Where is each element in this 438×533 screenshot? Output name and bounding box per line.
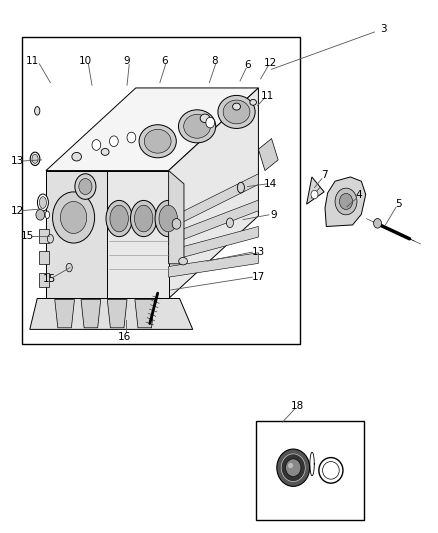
Text: 8: 8: [211, 56, 218, 66]
Ellipse shape: [277, 449, 310, 486]
Bar: [22, 37, 300, 344]
Ellipse shape: [374, 219, 381, 228]
Polygon shape: [46, 171, 107, 298]
Ellipse shape: [144, 130, 171, 153]
Circle shape: [110, 136, 118, 147]
Text: 17: 17: [252, 272, 265, 282]
Ellipse shape: [237, 182, 244, 193]
Text: 6: 6: [244, 60, 251, 70]
Text: 15: 15: [42, 274, 56, 284]
Polygon shape: [135, 300, 155, 328]
Ellipse shape: [47, 235, 53, 243]
Ellipse shape: [72, 152, 81, 161]
Ellipse shape: [155, 200, 181, 237]
Text: 12: 12: [11, 206, 24, 215]
Polygon shape: [81, 300, 101, 328]
Ellipse shape: [159, 205, 177, 232]
Text: 12: 12: [264, 58, 277, 68]
Ellipse shape: [322, 462, 339, 479]
Text: 3: 3: [380, 25, 387, 34]
Ellipse shape: [233, 103, 240, 110]
Polygon shape: [258, 139, 278, 171]
Circle shape: [127, 132, 136, 143]
Ellipse shape: [66, 263, 72, 272]
Ellipse shape: [35, 107, 40, 115]
Ellipse shape: [32, 155, 38, 164]
Polygon shape: [107, 300, 127, 328]
Ellipse shape: [288, 463, 293, 469]
Text: 13: 13: [252, 247, 265, 257]
Bar: [256, 421, 364, 520]
Circle shape: [75, 174, 96, 199]
Ellipse shape: [134, 205, 153, 232]
Circle shape: [172, 219, 181, 229]
Text: 4: 4: [356, 190, 363, 199]
Ellipse shape: [110, 205, 128, 232]
Text: 14: 14: [264, 179, 277, 189]
Polygon shape: [169, 88, 258, 298]
Ellipse shape: [179, 257, 187, 265]
Ellipse shape: [319, 457, 343, 483]
Text: 16: 16: [118, 332, 131, 342]
Polygon shape: [325, 177, 366, 227]
Ellipse shape: [37, 194, 48, 211]
Polygon shape: [169, 174, 258, 229]
Circle shape: [335, 188, 357, 215]
Ellipse shape: [101, 149, 109, 156]
Bar: [39, 229, 49, 243]
Ellipse shape: [223, 100, 250, 124]
Ellipse shape: [250, 99, 257, 105]
Polygon shape: [307, 177, 324, 204]
Polygon shape: [169, 253, 258, 277]
Text: 5: 5: [395, 199, 402, 209]
Text: 6: 6: [161, 56, 168, 66]
Ellipse shape: [226, 218, 233, 228]
Text: 11: 11: [26, 56, 39, 66]
Ellipse shape: [131, 200, 157, 237]
Polygon shape: [169, 171, 184, 264]
Circle shape: [79, 179, 92, 195]
Text: 15: 15: [21, 231, 34, 240]
Text: 9: 9: [124, 56, 131, 66]
Polygon shape: [169, 200, 258, 245]
Polygon shape: [46, 88, 258, 171]
Ellipse shape: [139, 125, 176, 158]
Polygon shape: [169, 227, 258, 261]
Ellipse shape: [218, 95, 255, 128]
Bar: [39, 251, 49, 264]
Circle shape: [60, 201, 87, 233]
Circle shape: [36, 209, 45, 220]
Circle shape: [92, 140, 101, 150]
Ellipse shape: [281, 454, 305, 482]
Circle shape: [206, 117, 215, 128]
Ellipse shape: [184, 115, 211, 138]
Text: 18: 18: [291, 401, 304, 411]
Ellipse shape: [30, 152, 40, 165]
Polygon shape: [46, 171, 169, 298]
Ellipse shape: [178, 110, 215, 143]
Text: 9: 9: [270, 210, 277, 220]
Text: 13: 13: [11, 156, 24, 166]
Text: 7: 7: [321, 170, 328, 180]
Circle shape: [53, 192, 95, 243]
Polygon shape: [55, 300, 74, 328]
Text: 11: 11: [261, 91, 274, 101]
Ellipse shape: [106, 200, 132, 237]
Ellipse shape: [39, 197, 46, 208]
Circle shape: [311, 190, 318, 199]
Ellipse shape: [286, 459, 301, 477]
Text: 10: 10: [79, 56, 92, 66]
Polygon shape: [30, 298, 193, 329]
Ellipse shape: [200, 114, 210, 123]
Bar: [39, 273, 49, 287]
Circle shape: [339, 193, 353, 209]
Ellipse shape: [45, 211, 49, 219]
